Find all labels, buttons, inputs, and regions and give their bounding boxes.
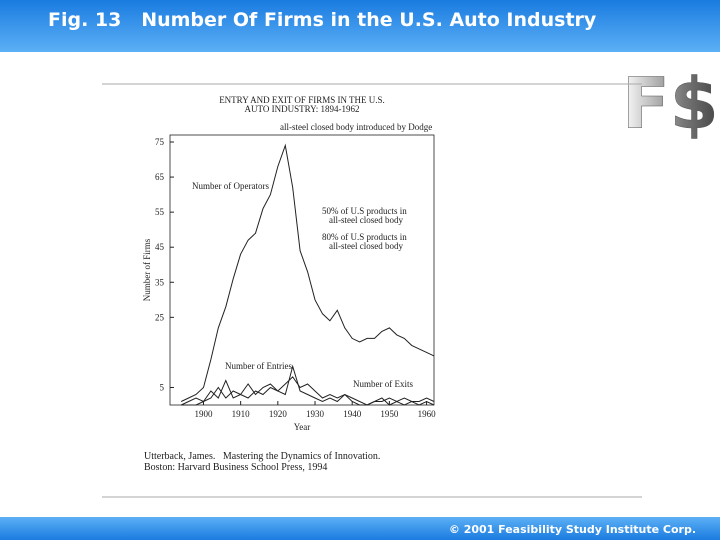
- y-tick-label: 45: [155, 242, 165, 252]
- source: Boston: Harvard Business School Press, 1…: [144, 462, 327, 473]
- plot-frame: [169, 134, 435, 406]
- annotation: 50% of U.S products in: [322, 206, 407, 216]
- x-tick-label: 1920: [269, 409, 288, 419]
- series-line: [180, 364, 435, 406]
- annotation: all-steel closed body: [329, 241, 403, 251]
- x-tick-label: 1960: [418, 409, 437, 419]
- y-tick-label: 65: [155, 172, 165, 182]
- series-line: [181, 376, 435, 406]
- chart-title: AUTO INDUSTRY: 1894-1962: [244, 104, 359, 114]
- y-tick-label: 55: [155, 207, 165, 217]
- x-tick-label: 1930: [306, 409, 325, 419]
- chart: ENTRY AND EXIT OF FIRMS IN THE U.S.AUTO …: [142, 95, 436, 473]
- x-tick-label: 1950: [380, 409, 399, 419]
- header-band: [0, 0, 720, 52]
- logo: F$I: [622, 63, 720, 145]
- y-axis-label: Number of Firms: [142, 238, 152, 301]
- annotation: all-steel closed body introduced by Dodg…: [280, 122, 432, 132]
- annotation: 80% of U.S products in: [322, 232, 407, 242]
- annotation: all-steel closed body: [329, 215, 403, 225]
- x-tick-label: 1910: [232, 409, 251, 419]
- series-label: Number of Operators: [192, 181, 269, 191]
- y-tick-label: 5: [160, 382, 165, 392]
- x-tick-label: 1940: [343, 409, 362, 419]
- series-label: Number of Exits: [353, 379, 413, 389]
- y-tick-label: 25: [155, 312, 165, 322]
- x-tick-label: 1900: [194, 409, 213, 419]
- source: Utterback, James. Mastering the Dynamics…: [144, 451, 380, 462]
- chart-title: ENTRY AND EXIT OF FIRMS IN THE U.S.: [219, 95, 385, 105]
- series-label: Number of Entries: [225, 361, 292, 371]
- footer-band: [0, 517, 720, 540]
- y-tick-label: 35: [155, 277, 165, 287]
- slide-title: Fig. 13 Number Of Firms in the U.S. Auto…: [48, 9, 597, 31]
- y-tick-label: 75: [155, 137, 165, 147]
- x-axis-label: Year: [294, 422, 311, 432]
- series-line: [180, 143, 435, 402]
- copyright: © 2001 Feasibility Study Institute Corp.: [449, 523, 696, 536]
